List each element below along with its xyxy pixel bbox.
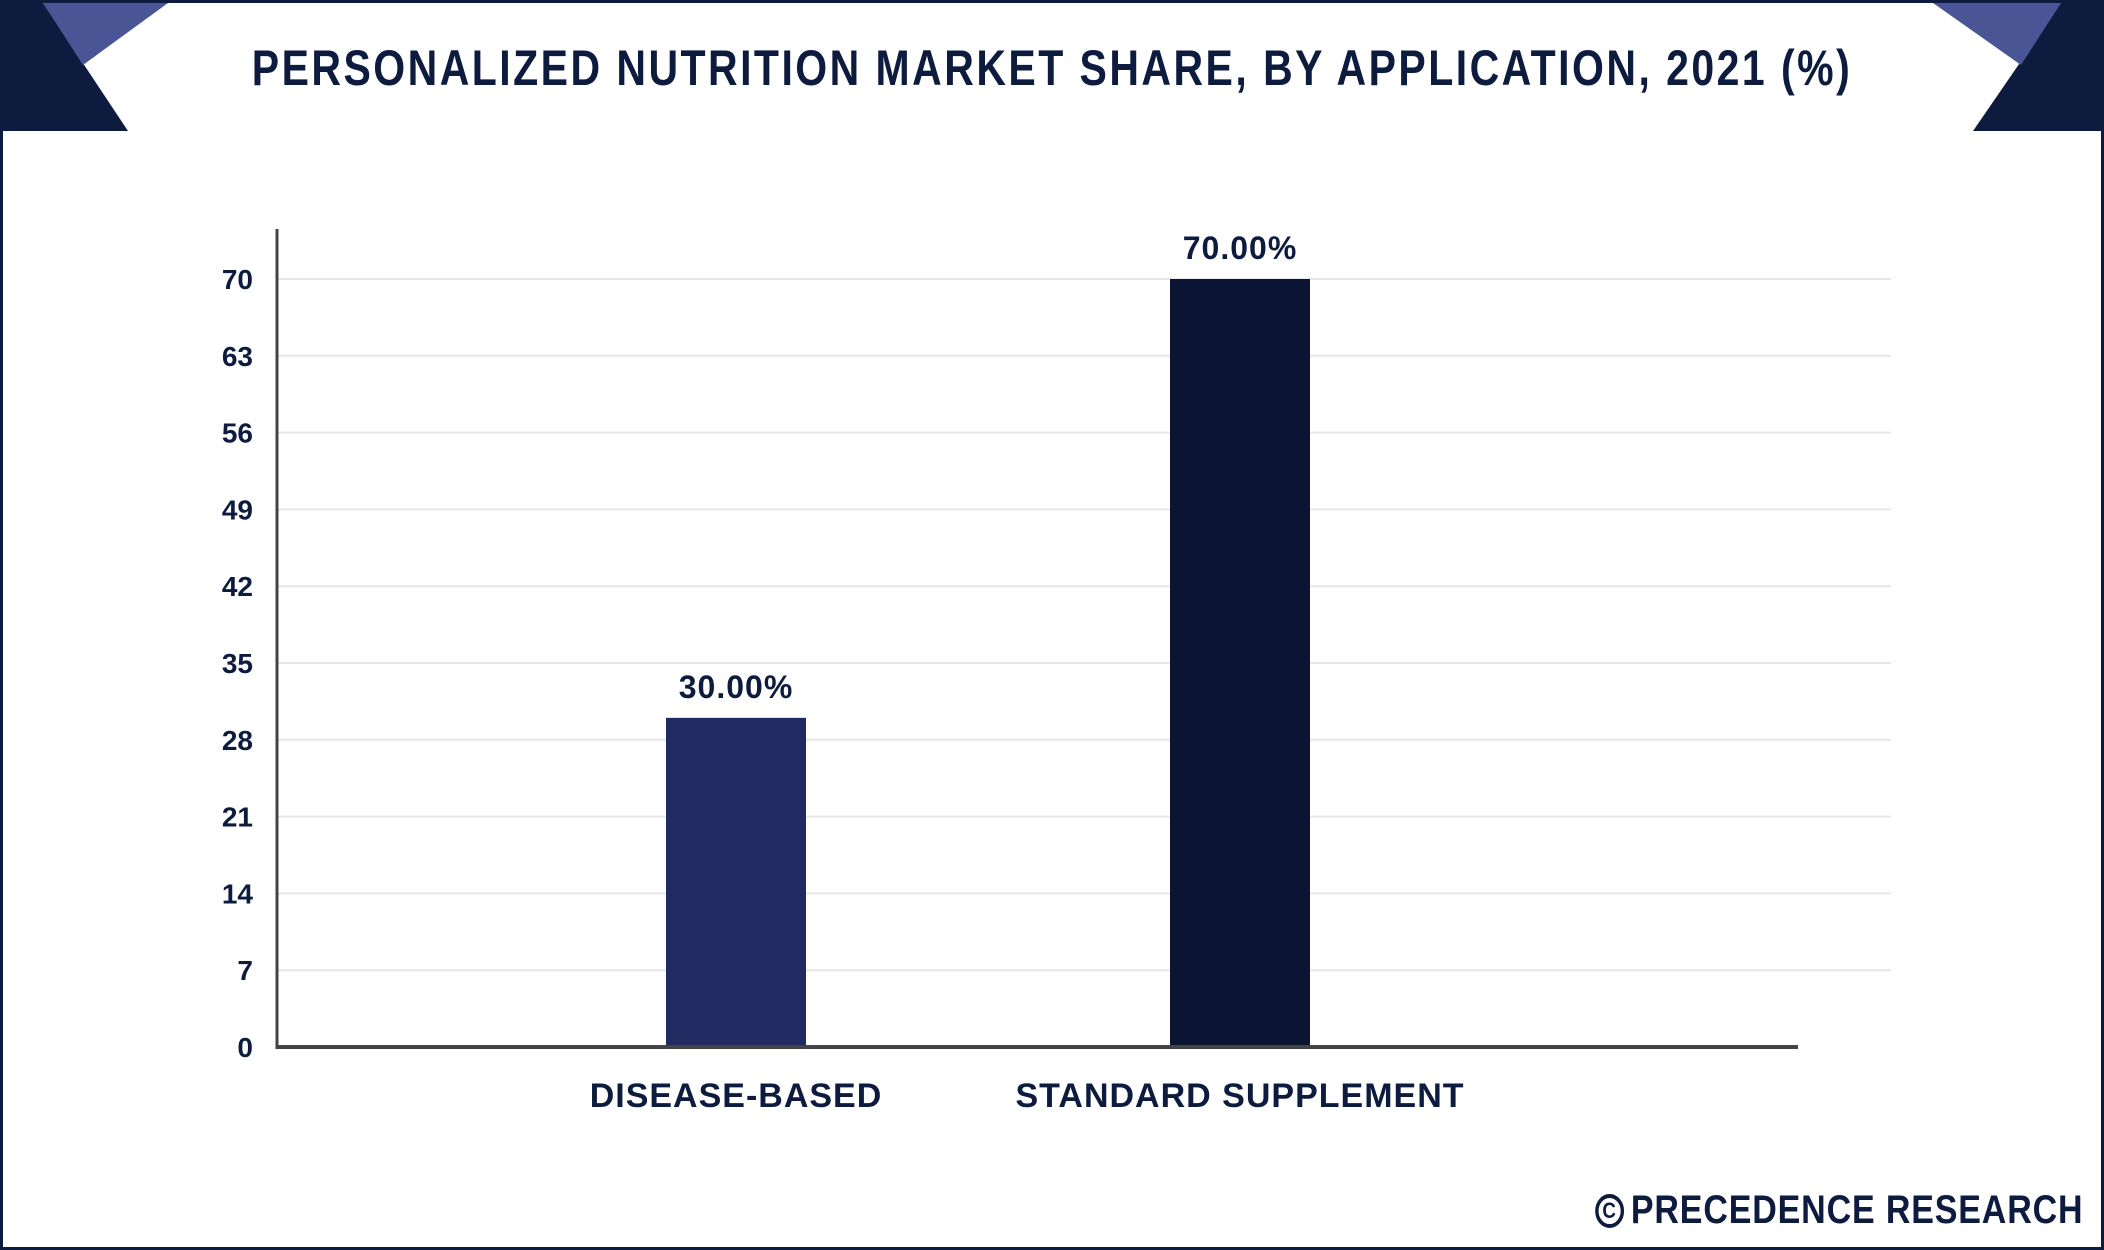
y-tick-label: 63 <box>222 341 253 372</box>
header-banner: PERSONALIZED NUTRITION MARKET SHARE, BY … <box>3 3 2101 133</box>
grid-lines <box>277 278 1891 972</box>
chart-title: PERSONALIZED NUTRITION MARKET SHARE, BY … <box>251 40 1853 96</box>
y-axis-ticks: 0 7 14 21 28 35 42 49 56 63 70 <box>222 264 254 1063</box>
y-tick-label: 56 <box>222 418 253 449</box>
data-labels: 30.00% 70.00% <box>679 230 1298 705</box>
y-tick-label: 42 <box>222 571 253 602</box>
header-corner-left <box>43 3 168 65</box>
data-label: 70.00% <box>1183 230 1298 266</box>
header-decoration <box>3 3 2101 131</box>
y-tick-label: 70 <box>222 264 253 295</box>
x-axis-categories: DISEASE-BASED STANDARD SUPPLEMENT <box>590 1077 1464 1115</box>
header-corner-right <box>1933 3 2061 65</box>
y-tick-label: 21 <box>222 802 253 833</box>
brand-footer: C PRECEDENCE RESEARCH <box>1594 1188 2083 1233</box>
y-tick-label: 49 <box>222 494 253 525</box>
header-white-panel <box>43 3 2061 131</box>
y-tick-label: 7 <box>237 955 253 986</box>
y-tick-label: 0 <box>237 1032 253 1063</box>
data-label: 30.00% <box>679 669 794 705</box>
y-tick-label: 35 <box>222 648 253 679</box>
x-category-label: STANDARD SUPPLEMENT <box>1015 1077 1464 1115</box>
brand-name: PRECEDENCE RESEARCH <box>1630 1188 2083 1232</box>
bar-standard-supplement <box>1170 279 1310 1047</box>
y-tick-label: 14 <box>222 878 254 909</box>
y-tick-label: 28 <box>222 725 253 756</box>
bars <box>666 279 1310 1047</box>
bar-chart: 0 7 14 21 28 35 42 49 56 63 70 30.00% 70.00% DISEAS… <box>222 229 1891 1115</box>
x-category-label: DISEASE-BASED <box>590 1077 883 1115</box>
copyright-icon: C <box>1594 1193 1624 1228</box>
bar-disease-based <box>666 717 806 1047</box>
